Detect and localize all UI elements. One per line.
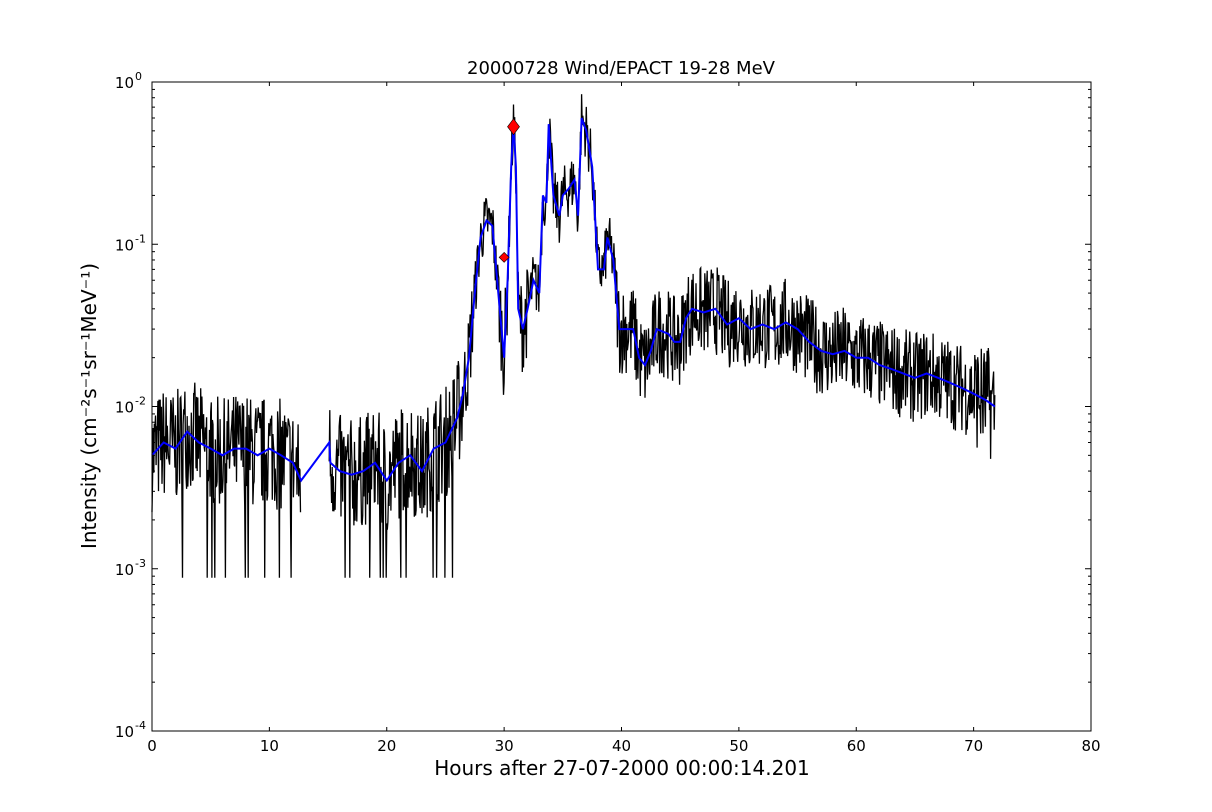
x-tick-label: 60 [847,737,866,755]
x-tick-label: 40 [612,737,631,755]
chart-title: 20000728 Wind/EPACT 19-28 MeV [467,58,776,79]
y-tick-label: 10 [115,561,134,579]
peak-marker [498,251,510,263]
y-tick-exponent: 0 [135,70,142,83]
raw-intensity-line [151,382,302,578]
peak-marker [507,118,520,136]
x-tick-label: 0 [147,737,157,755]
x-tick-label: 30 [495,737,514,755]
x-axis-label: Hours after 27-07-2000 00:00:14.201 [434,756,810,780]
y-tick-label: 10 [115,74,134,92]
smoothed-intensity-line [151,117,996,483]
y-tick-exponent: -4 [135,719,146,732]
x-tick-label: 20 [377,737,396,755]
y-axis-label: Intensity (cm⁻²s⁻¹sr⁻¹MeV⁻¹) [77,263,101,549]
x-tick-label: 80 [1081,737,1100,755]
x-tick-label: 70 [964,737,983,755]
plot-frame [151,81,1092,732]
x-tick-label: 50 [729,737,748,755]
x-tick-label: 10 [260,737,279,755]
y-tick-exponent: -3 [135,557,146,570]
y-tick-label: 10 [115,399,134,417]
y-tick-label: 10 [115,723,134,741]
y-tick-exponent: -1 [135,232,146,245]
y-tick-exponent: -2 [135,395,146,408]
raw-intensity-line [328,94,996,578]
y-tick-label: 10 [115,236,134,254]
